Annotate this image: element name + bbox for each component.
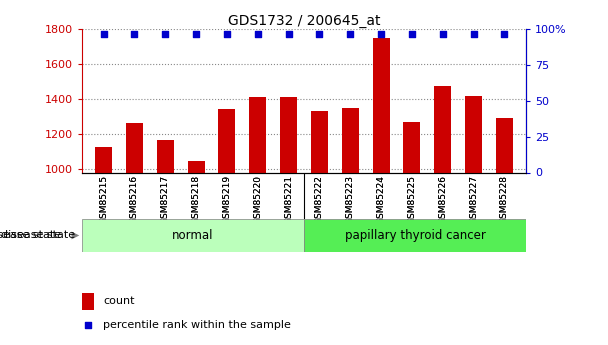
Text: GSM85224: GSM85224 bbox=[376, 175, 385, 224]
Text: count: count bbox=[103, 296, 135, 306]
Bar bbox=[304, 219, 526, 252]
Title: GDS1732 / 200645_at: GDS1732 / 200645_at bbox=[228, 14, 380, 28]
Text: normal: normal bbox=[172, 229, 214, 242]
Bar bbox=[434, 86, 451, 172]
Bar bbox=[249, 97, 266, 172]
Text: GSM85223: GSM85223 bbox=[346, 175, 354, 224]
Bar bbox=[403, 122, 420, 172]
Bar bbox=[82, 293, 94, 310]
Point bbox=[284, 31, 294, 36]
Bar bbox=[82, 219, 304, 252]
Text: GSM85215: GSM85215 bbox=[99, 175, 108, 224]
Bar bbox=[311, 111, 328, 172]
Bar bbox=[188, 161, 205, 172]
Bar bbox=[373, 38, 390, 172]
Point bbox=[500, 31, 510, 36]
Point bbox=[438, 31, 447, 36]
Text: GSM85222: GSM85222 bbox=[315, 175, 324, 224]
Bar bbox=[126, 123, 143, 172]
Text: GSM85225: GSM85225 bbox=[407, 175, 416, 224]
Point bbox=[345, 31, 355, 36]
Text: GSM85221: GSM85221 bbox=[284, 175, 293, 224]
Point bbox=[222, 31, 232, 36]
Bar bbox=[218, 109, 235, 172]
Point bbox=[192, 31, 201, 36]
Text: GSM85220: GSM85220 bbox=[254, 175, 262, 224]
Text: papillary thyroid cancer: papillary thyroid cancer bbox=[345, 229, 485, 242]
Text: GSM85228: GSM85228 bbox=[500, 175, 509, 224]
Text: GSM85216: GSM85216 bbox=[130, 175, 139, 224]
Text: disease state: disease state bbox=[0, 230, 61, 240]
Point bbox=[98, 31, 108, 36]
Text: GSM85219: GSM85219 bbox=[223, 175, 232, 224]
Text: percentile rank within the sample: percentile rank within the sample bbox=[103, 320, 291, 330]
Text: disease state: disease state bbox=[1, 230, 79, 240]
Bar bbox=[342, 108, 359, 172]
Point bbox=[469, 31, 478, 36]
Bar bbox=[280, 97, 297, 172]
Bar bbox=[465, 96, 482, 172]
Point bbox=[130, 31, 139, 36]
Bar bbox=[157, 140, 174, 172]
Point bbox=[253, 31, 263, 36]
Text: GSM85227: GSM85227 bbox=[469, 175, 478, 224]
Text: GSM85217: GSM85217 bbox=[161, 175, 170, 224]
Point bbox=[161, 31, 170, 36]
Text: GSM85226: GSM85226 bbox=[438, 175, 447, 224]
Text: GSM85218: GSM85218 bbox=[192, 175, 201, 224]
Bar bbox=[95, 147, 112, 172]
Bar bbox=[496, 118, 513, 172]
Point bbox=[376, 31, 386, 36]
Point bbox=[314, 31, 324, 36]
Point bbox=[83, 322, 93, 327]
Point bbox=[407, 31, 416, 36]
